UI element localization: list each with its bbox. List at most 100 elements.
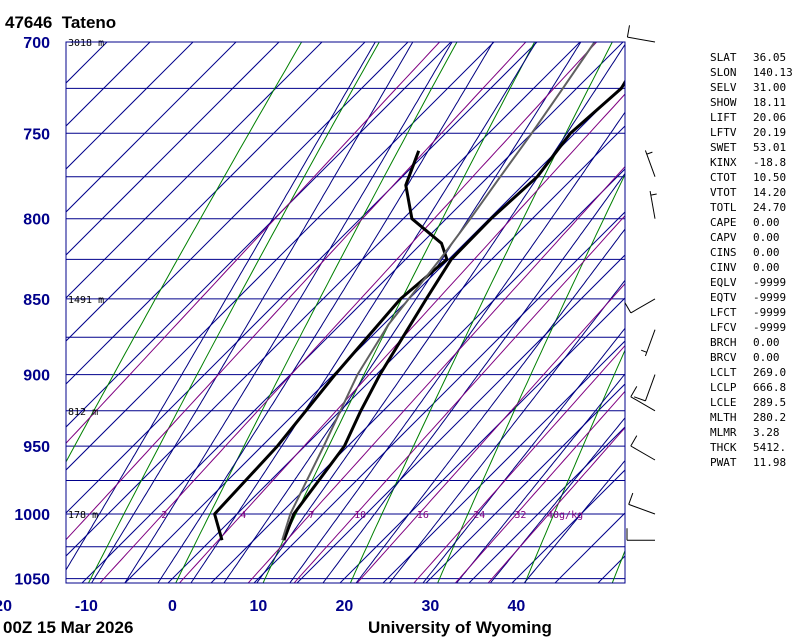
- dry-adiabat-310: [524, 349, 625, 583]
- isotherm-5: [210, 168, 625, 583]
- index-name: SHOW: [710, 96, 737, 109]
- wind-barb-staff: [644, 150, 656, 177]
- isotherm--60: [66, 42, 194, 170]
- wind-barb-flag: [628, 492, 634, 505]
- index-value: -9999: [753, 321, 786, 334]
- wind-barb-staff: [649, 191, 656, 219]
- pressure-tick-label: 750: [23, 126, 50, 143]
- index-name: SLAT: [710, 51, 737, 64]
- isotherm-0: [167, 125, 625, 583]
- dry-adiabat-270: [175, 42, 458, 583]
- index-value: 53.01: [753, 141, 786, 154]
- index-value: 666.8: [753, 381, 786, 394]
- dry-adiabat-300: [437, 173, 625, 583]
- index-name: EQLV: [710, 276, 737, 289]
- dry-adiabat-260: [87, 42, 380, 583]
- wind-barb: [633, 374, 656, 402]
- index-name: CAPV: [710, 231, 737, 244]
- index-name: SELV: [710, 81, 737, 94]
- wind-barb: [649, 191, 657, 219]
- index-name: BRCH: [710, 336, 737, 349]
- grid-lines: [66, 42, 625, 583]
- index-value: 0.00: [753, 246, 780, 259]
- index-name: LCLE: [710, 396, 737, 409]
- wind-barb-staff: [628, 503, 656, 515]
- pressure-tick-label: 1000: [14, 507, 50, 524]
- wind-barb-flag: [633, 396, 646, 402]
- index-name: LCLT: [710, 366, 737, 379]
- isotherm--65: [66, 42, 151, 127]
- index-value: -9999: [753, 291, 786, 304]
- mixing-ratio-line-10: [293, 214, 625, 583]
- moist-adiabat-36: [489, 417, 625, 583]
- index-value: -9999: [753, 276, 786, 289]
- moist-adiabat-28: [422, 327, 625, 583]
- wind-barb-staff: [644, 374, 656, 402]
- index-name: LFCT: [710, 306, 737, 319]
- height-label: 178 m: [68, 510, 98, 521]
- isotherm--10: [81, 42, 624, 583]
- temperature-tick-label: 10: [250, 598, 268, 615]
- pressure-tick-label: 850: [23, 292, 50, 309]
- index-name: TOTL: [710, 201, 737, 214]
- wind-barb: [628, 492, 656, 515]
- moist-adiabat--4: [157, 42, 494, 583]
- index-value: 3.28: [753, 426, 780, 439]
- pressure-tick-label: 900: [23, 368, 50, 385]
- index-name: PWAT: [710, 456, 737, 469]
- mixing-ratio-label: 2: [161, 510, 167, 521]
- temperature-tick-label: 20: [336, 598, 354, 615]
- isotherm--40: [66, 42, 366, 342]
- mixing-ratio-line-32: [454, 390, 625, 583]
- index-value: 269.0: [753, 366, 786, 379]
- index-name: CINV: [710, 261, 737, 274]
- axis-labels: 2 4 7 10 16 24 32 40g/kg10501000950900850800750…: [0, 35, 583, 615]
- isotherm--30: [66, 42, 452, 428]
- index-name: MLMR: [710, 426, 737, 439]
- isotherm--55: [66, 42, 237, 213]
- mixing-ratio-line-7: [247, 165, 625, 583]
- wind-barb-flag: [626, 25, 630, 38]
- isotherm--20: [66, 42, 538, 514]
- mixing-ratio-line-24: [413, 344, 625, 583]
- sounding-traces: [213, 42, 625, 541]
- mixing-ratio-label: 7: [309, 510, 315, 521]
- wind-barb: [644, 150, 656, 177]
- temperature-tick-label: -20: [0, 598, 12, 615]
- pressure-tick-label: 1050: [14, 572, 50, 589]
- index-value: 5412.: [753, 441, 786, 454]
- mixing-ratio-line-1: [66, 42, 527, 541]
- index-value: 36.05: [753, 51, 786, 64]
- mixing-ratio-line-40: [487, 427, 625, 583]
- moist-adiabat-24: [388, 279, 625, 583]
- index-value: 10.50: [753, 171, 786, 184]
- index-name: LCLP: [710, 381, 737, 394]
- index-name: MLTH: [710, 411, 737, 424]
- isotherm--35: [66, 42, 409, 385]
- mixing-ratio-label: 10: [354, 510, 366, 521]
- index-value: 31.00: [753, 81, 786, 94]
- pressure-tick-label: 950: [23, 439, 50, 456]
- height-label: 812 m: [68, 407, 98, 418]
- moist-adiabat-20: [355, 228, 625, 583]
- wind-barb: [626, 528, 655, 541]
- temperature-tick-label: 40: [508, 598, 526, 615]
- wind-barb-half-flag: [650, 193, 657, 196]
- stability-indices-table: SLAT 36.05 SLON 140.13 SELV 31.00 SHOW 18.11 LIF…: [710, 51, 793, 469]
- mixing-ratio-line-0.4: [66, 42, 441, 444]
- moist-adiabat--8: [124, 42, 453, 583]
- wind-barb: [630, 386, 656, 412]
- mixing-ratio-line-2: [99, 42, 598, 583]
- height-label: 3018 m: [68, 38, 104, 49]
- index-value: 0.00: [753, 216, 780, 229]
- isotherm-35: [468, 426, 625, 583]
- index-value: 0.00: [753, 336, 780, 349]
- index-name: LFCV: [710, 321, 737, 334]
- mixing-ratio-line-16: [356, 282, 625, 583]
- index-name: SWET: [710, 141, 737, 154]
- plot-frame: [65, 41, 626, 584]
- moist-adiabat-16: [322, 172, 625, 583]
- index-value: 0.00: [753, 231, 780, 244]
- isotherm-20: [339, 297, 625, 583]
- wind-barb: [630, 435, 656, 461]
